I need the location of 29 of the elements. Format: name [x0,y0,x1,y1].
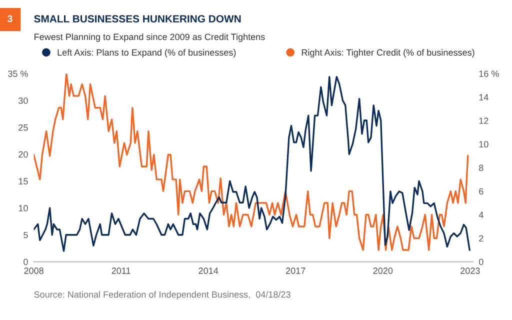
y-tick-label: 15 [18,178,28,184]
y2-tick-label: 16 % [479,70,499,77]
y2-tick-label: 6 [479,188,484,195]
y2-tick-label: 12 [479,118,488,124]
y2-tick-label: 8 [479,164,484,172]
y-tick-label: 0 [24,258,28,266]
x-tick-label: 2020 [373,268,393,274]
y-tick-label: 5 [24,232,28,238]
y-tick-label: 35 % [8,70,28,77]
y2-tick-label: 4 [478,212,484,218]
x-tick-label: 2008 [24,268,44,274]
y2-tick-label: 2 [479,235,484,242]
source-note: Source: National Federation of Independent Business, 04/18/23 [34,291,290,300]
legend-label: Right Axis: Tighter Credit (% of businesses) [302,49,474,58]
y-tick-label: 10 [18,204,28,212]
y2-tick-label: 0 [478,258,484,266]
y2-tick-label: 10 [479,141,488,148]
x-tick-label: 2023 [460,268,480,274]
chart-subtitle: Fewest Planning to Expand since 2009 as Credit Tightens [34,33,265,42]
y-tick-label: 30 [18,97,28,104]
x-tick-label: 2014 [198,268,218,274]
text: 3 [8,15,12,22]
chart-title: SMALL BUSINESSES HUNKERING DOWN [34,15,241,23]
y-tick-label: 25 [18,124,28,131]
y2-tick-label: 14 [479,94,488,100]
y-tick-label: 20 [18,151,28,158]
x-tick-label: 2011 [112,268,130,274]
x-tick-label: 2017 [286,268,306,274]
legend-label: Left Axis: Plans to Expand (% of businesses) [58,49,236,58]
